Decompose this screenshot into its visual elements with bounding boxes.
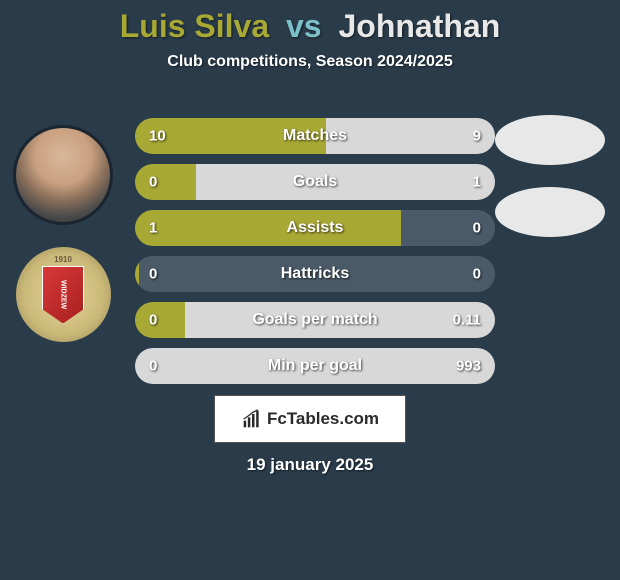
crest-shield: WIDZEW [42,266,84,324]
crest-year: 1910 [54,255,72,264]
stat-row: 109Matches [135,118,495,154]
stat-bar-track [135,256,495,292]
vs-label: vs [286,8,322,44]
stat-value-p2: 1 [473,174,481,191]
subtitle: Club competitions, Season 2024/2025 [0,53,620,71]
stat-value-p1: 0 [149,358,157,375]
right-column [490,115,610,237]
chart-icon [241,409,263,429]
stat-row: 00.11Goals per match [135,302,495,338]
stat-bar-track [135,348,495,384]
stat-row: 10Assists [135,210,495,246]
stat-bars: 109Matches01Goals10Assists00Hattricks00.… [135,118,495,384]
player2-name: Johnathan [338,8,500,44]
title: Luis Silva vs Johnathan [0,8,620,45]
player1-crest: 1910 WIDZEW [16,247,111,342]
stat-bar-p2-seg [135,348,495,384]
stat-value-p2: 0.11 [453,312,481,329]
infographic-root: Luis Silva vs Johnathan Club competition… [0,0,620,71]
logo-box: FcTables.com [214,395,406,443]
stat-value-p2: 993 [456,358,481,375]
stat-bar-p2-seg [185,302,495,338]
stat-value-p2: 9 [473,128,481,145]
stat-value-p1: 10 [149,128,166,145]
stat-row: 00Hattricks [135,256,495,292]
stat-bar-p1-seg [135,164,196,200]
stat-bar-p2-seg [196,164,495,200]
stat-bar-track [135,118,495,154]
stat-bar-gap [139,256,495,292]
stat-value-p1: 1 [149,220,157,237]
stat-value-p1: 0 [149,266,157,283]
stat-bar-p1-seg [135,210,401,246]
stat-value-p2: 0 [473,266,481,283]
player2-avatar [495,115,605,165]
player2-crest [495,187,605,237]
stat-bar-p1-seg [135,302,185,338]
stat-row: 01Goals [135,164,495,200]
stat-value-p2: 0 [473,220,481,237]
stat-bar-track [135,302,495,338]
stat-bar-p2-seg [326,118,495,154]
stat-bar-track [135,210,495,246]
left-column: 1910 WIDZEW [8,125,118,342]
stat-row: 0993Min per goal [135,348,495,384]
stat-value-p1: 0 [149,312,157,329]
logo-text: FcTables.com [267,409,379,429]
player1-avatar [13,125,113,225]
date: 19 january 2025 [0,455,620,475]
stat-bar-track [135,164,495,200]
stat-value-p1: 0 [149,174,157,191]
player1-name: Luis Silva [120,8,269,44]
